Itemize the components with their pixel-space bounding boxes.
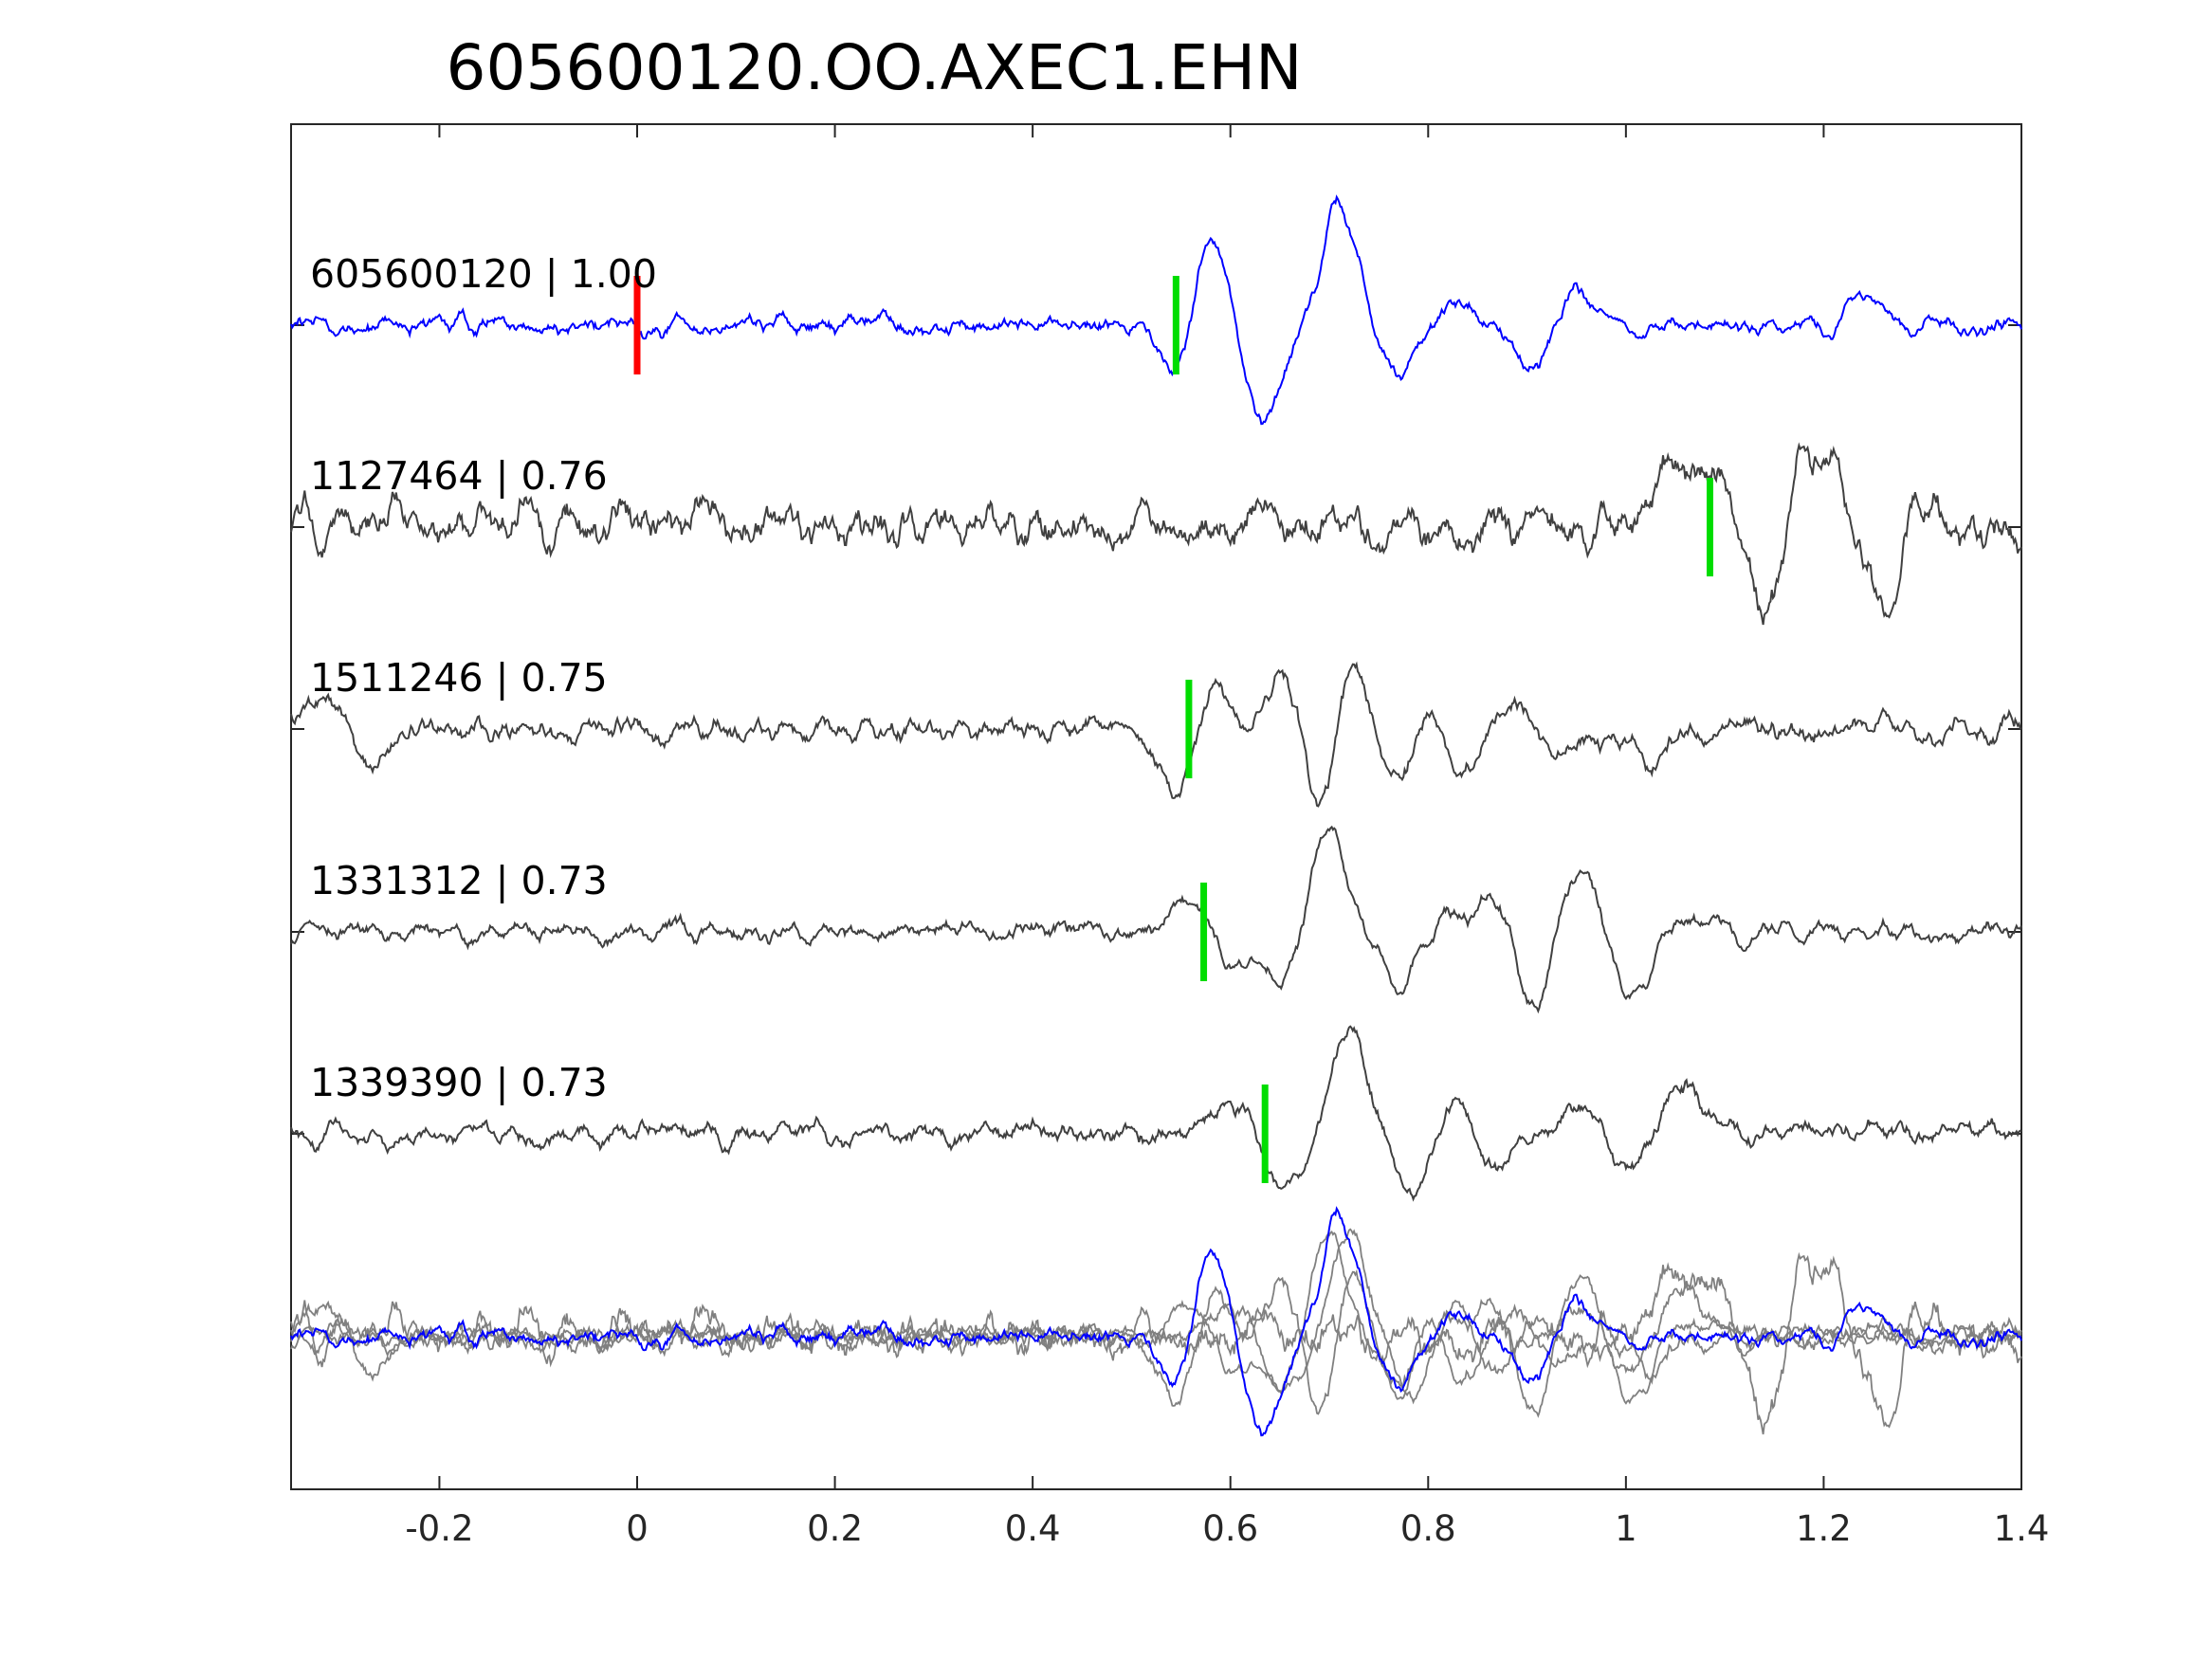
pick-markers [633, 276, 1713, 1183]
x-tick-label: 1.4 [1994, 1508, 2050, 1549]
trace-label: 1331312 | 0.73 [310, 858, 608, 903]
x-tick-label: 1 [1615, 1508, 1637, 1549]
trace-label: 605600120 | 1.00 [310, 251, 657, 297]
overlay-trace-neighbor [290, 1268, 2022, 1415]
x-tick-label: 0.2 [807, 1508, 863, 1549]
trace-labels: 605600120 | 1.00 1127464 | 0.76 1511246 | … [310, 251, 657, 1105]
trace-3 [290, 825, 2022, 1014]
trace-area [290, 194, 2022, 1202]
overlay-stack [290, 1206, 2022, 1437]
trace-label: 1127464 | 0.76 [310, 453, 608, 499]
chart-title: 605600120.OO.AXEC1.EHN [447, 31, 1303, 104]
trace-4 [290, 1025, 2022, 1202]
x-tick-label: 0 [626, 1508, 649, 1549]
overlay-trace-template [290, 1206, 2022, 1437]
trace-2 [290, 661, 2022, 808]
x-tick-label: 0.6 [1202, 1508, 1258, 1549]
trace-label: 1339390 | 0.73 [310, 1060, 608, 1105]
overlay-trace-neighbor [290, 1228, 2022, 1405]
x-axis: -0.2 0 0.2 0.4 0.6 0.8 1 1.2 1.4 [291, 124, 2049, 1549]
trace-1 [290, 442, 2022, 626]
axes-frame [290, 123, 2022, 1490]
trace-label: 1511246 | 0.75 [310, 655, 608, 701]
trace-0 [290, 194, 2022, 426]
x-tick-label: 0.4 [1005, 1508, 1061, 1549]
x-tick-label: 0.8 [1400, 1508, 1456, 1549]
overlay-trace-neighbor [290, 1230, 2022, 1418]
x-tick-label: -0.2 [405, 1508, 473, 1549]
x-tick-label: 1.2 [1796, 1508, 1852, 1549]
